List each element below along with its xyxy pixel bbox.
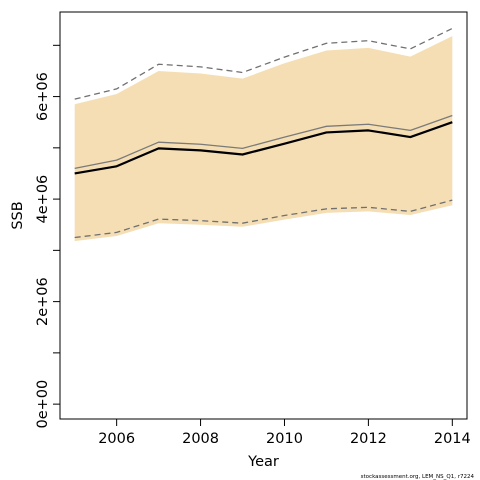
x-tick-label: 2014 [434,431,471,447]
x-tick-label: 2010 [266,431,303,447]
reference-line [74,114,453,169]
footer-note: stockassessment.org, LEM_NS_Q1, r7224 [360,474,474,480]
y-tick-label: 2e+06 [35,277,51,326]
confidence-band-layer [74,36,453,242]
estimate-line [74,121,453,175]
x-tick-label: 2008 [182,431,219,447]
plot-frame [59,11,468,420]
x-axis: 2006 2008 2010 2012 2014 [98,419,471,447]
y-axis-title: SSB [10,201,26,229]
y-axis: 0e+00 2e+06 4e+06 6e+06 [35,44,60,429]
series-lines-layer [74,27,453,239]
x-axis-title: Year [247,454,279,470]
x-tick-label: 2006 [98,431,135,447]
lower-bound-line [74,199,453,239]
y-tick-label: 4e+06 [35,175,51,224]
y-tick-label: 0e+00 [35,380,51,429]
x-tick-label: 2012 [350,431,387,447]
confidence-band [74,36,453,242]
y-tick-label: 6e+06 [35,72,51,121]
